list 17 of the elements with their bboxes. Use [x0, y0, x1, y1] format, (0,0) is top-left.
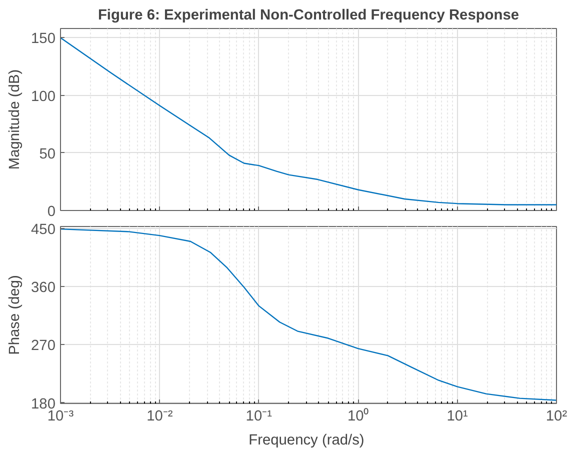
chart-title: Figure 6: Experimental Non-Controlled Frequency Response	[98, 8, 520, 24]
x-tick-label: 10⁻¹	[246, 408, 272, 424]
y-tick-label: 150	[31, 31, 56, 48]
y-tick-label: 360	[31, 280, 56, 296]
x-tick-label: 10⁻²	[146, 408, 173, 424]
y-tick-label: 450	[31, 222, 56, 238]
y-tick-label: 0	[47, 204, 56, 220]
x-axis-title: Frequency (rad/s)	[248, 432, 364, 448]
x-tick-label: 10²	[546, 408, 568, 424]
x-tick-label: 10⁰	[347, 408, 369, 424]
y-tick-label: 100	[31, 88, 56, 105]
y-tick-label: 270	[31, 338, 56, 354]
x-tick-label: 10⁻³	[47, 408, 74, 424]
y-axis-title: Magnitude (dB)	[7, 69, 24, 170]
y-tick-label: 50	[39, 146, 56, 162]
x-tick-label: 10¹	[446, 408, 468, 424]
y-axis-title: Phase (deg)	[7, 275, 24, 355]
